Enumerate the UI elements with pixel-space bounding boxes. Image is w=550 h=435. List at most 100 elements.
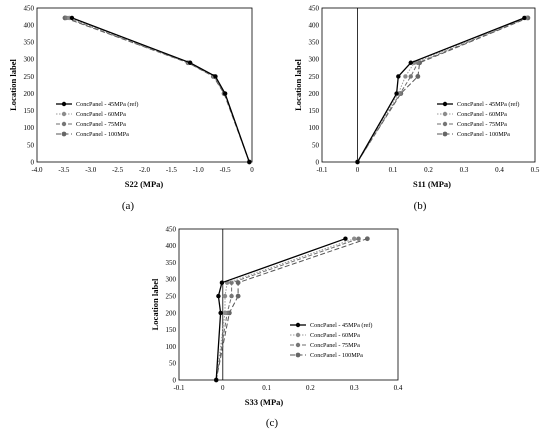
legend-label: ConcPanel - 60MPa [76,111,126,118]
panel-label: (c) [266,417,279,429]
y-tick-label: 450 [24,4,35,12]
legend: ConcPanel - 45MPa (ref) ConcPanel - 60MPa… [290,322,372,359]
legend-label: ConcPanel - 60MPa [457,111,507,118]
legend-label: ConcPanel - 75MPa [76,121,126,128]
data-point [70,16,74,20]
legend-marker [296,333,300,337]
y-tick-label: 400 [309,22,320,30]
data-point [415,74,420,79]
y-tick-label: 450 [309,4,320,12]
y-tick-label: 150 [24,107,35,115]
x-tick-label: 0 [356,166,360,174]
data-point [223,311,227,315]
x-tick-label: -1.5 [166,166,178,174]
data-point [355,160,359,164]
legend-marker [443,112,447,116]
y-tick-label: 250 [166,293,177,301]
x-tick-label: -3.0 [85,166,97,174]
legend-label: ConcPanel - 100MPa [457,131,510,138]
panel-label: (a) [122,200,135,212]
data-point [356,237,360,241]
data-point [409,61,413,65]
x-axis-title: S11 (MPa) [413,179,451,189]
data-point [223,294,227,298]
y-tick-label: 200 [166,309,177,317]
x-tick-label: 0.2 [424,166,433,174]
y-tick-label: 100 [24,124,35,132]
series-line [72,18,249,162]
data-point [229,294,233,298]
y-tick-label: 250 [24,73,35,81]
y-tick-label: 100 [309,124,320,132]
x-tick-label: -3.5 [58,166,70,174]
chart-panel-a: 0 50 100 150 200 250 300 350 400 450 -4.0 -3.5 -3.0 -… [8,4,254,212]
y-axis-title: Location label [293,59,303,111]
y-tick-label: 50 [27,141,35,149]
legend-marker [443,102,447,106]
x-axis-title: S33 (MPa) [245,397,284,407]
data-point [247,160,251,164]
y-tick-label: 350 [24,39,35,47]
y-tick-label: 400 [166,242,177,250]
x-tick-label: 0.3 [460,166,469,174]
data-point [522,16,526,20]
series-line [358,18,528,162]
legend-marker [62,112,66,116]
legend-marker [443,132,448,137]
legend-marker [296,353,301,358]
x-tick-label: 0.2 [306,384,315,392]
data-point [396,74,400,78]
legend-label: ConcPanel - 45MPa (ref) [76,101,138,108]
data-point [409,74,413,78]
plot-frame [322,8,535,162]
x-axis-title: S22 (MPa) [125,179,164,189]
data-point [220,280,224,284]
legend-marker [62,102,66,106]
legend-label: ConcPanel - 100MPa [310,352,363,359]
y-tick-label: 300 [24,56,35,64]
y-tick-label: 200 [24,90,35,98]
x-tick-label: 0.3 [350,384,359,392]
data-point [223,91,227,95]
legend-label: ConcPanel - 45MPa (ref) [310,322,372,329]
series-line [67,18,250,162]
x-tick-label: -2.5 [112,166,124,174]
legend-label: ConcPanel - 75MPa [310,342,360,349]
x-tick-label: 0.1 [262,384,271,392]
y-tick-label: 50 [169,360,177,368]
data-point [218,311,222,315]
legend-label: ConcPanel - 60MPa [310,332,360,339]
x-tick-label: 0 [221,384,225,392]
y-tick-label: 100 [166,343,177,351]
x-tick-label: -0.1 [173,384,185,392]
legend-marker [62,122,66,126]
y-axis-title: Location label [8,59,18,111]
chart-panel-b: 050100150200250300350400450-0.1 0 0.1 0.2 0.… [293,4,540,212]
y-tick-label: 350 [166,259,177,267]
y-tick-label: 350 [309,39,320,47]
data-point [352,237,356,241]
legend-label: ConcPanel - 45MPa (ref) [457,101,519,108]
y-tick-label: 250 [309,73,320,81]
panel-label: (b) [414,200,427,212]
y-tick-label: 200 [309,90,320,98]
legend-label: ConcPanel - 75MPa [457,121,507,128]
data-point [394,91,398,95]
y-tick-label: 400 [24,22,35,30]
data-point [216,294,220,298]
data-point [343,237,347,241]
x-tick-label: 0.1 [389,166,398,174]
data-point [188,61,192,65]
y-tick-label: 450 [166,225,177,233]
plot-frame [179,229,398,380]
legend-marker [62,132,67,137]
legend-label: ConcPanel - 100MPa [76,131,129,138]
y-tick-label: 50 [312,141,320,149]
x-tick-label: 0.4 [394,384,403,392]
y-tick-label: 300 [166,276,177,284]
y-axis-title: Location label [150,278,160,330]
legend: ConcPanel - 45MPa (ref) ConcPanel - 60MPa… [56,101,138,138]
y-tick-label: 150 [166,326,177,334]
